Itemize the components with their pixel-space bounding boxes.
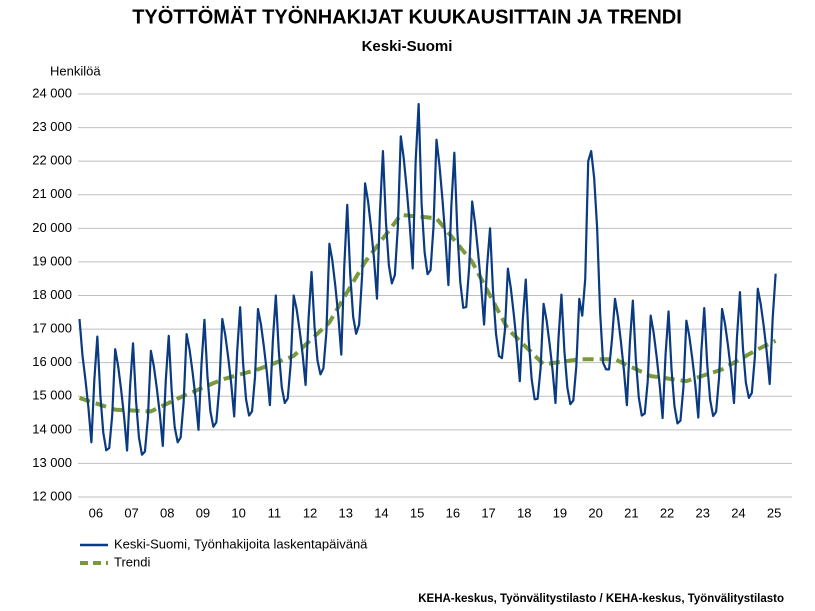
y-tick-label: 18 000 (32, 287, 72, 302)
x-tick-label: 16 (446, 505, 460, 520)
x-tick-label: 20 (588, 505, 602, 520)
x-tick-label: 10 (231, 505, 245, 520)
y-tick-label: 20 000 (32, 220, 72, 235)
data-line (78, 102, 777, 456)
x-tick-label: 11 (268, 505, 282, 520)
x-tick-label: 12 (303, 505, 317, 520)
x-tick-label: 21 (624, 505, 638, 520)
x-tick-label: 09 (196, 505, 210, 520)
chart-subtitle: Keski-Suomi (362, 38, 453, 55)
y-axis-label: Henkilöä (50, 63, 101, 78)
x-tick-label: 07 (124, 505, 138, 520)
y-tick-label: 23 000 (32, 119, 72, 134)
y-tick-label: 14 000 (32, 421, 72, 436)
x-tick-label: 18 (517, 505, 531, 520)
x-tick-label: 08 (160, 505, 174, 520)
x-tick-label: 14 (374, 505, 388, 520)
legend-label: Keski-Suomi, Työnhakijoita laskentapäivä… (114, 536, 368, 551)
y-tick-label: 22 000 (32, 153, 72, 168)
x-tick-label: 17 (481, 505, 495, 520)
x-tick-label: 13 (339, 505, 353, 520)
source: KEHA-keskus, Työnvälitystilasto / KEHA-k… (418, 593, 784, 605)
y-tick-label: 13 000 (32, 455, 72, 470)
x-tick-label: 15 (410, 505, 424, 520)
y-tick-label: 15 000 (32, 388, 72, 403)
x-tick-label: 25 (767, 505, 781, 520)
y-tick-label: 17 000 (32, 321, 72, 336)
y-tick-label: 19 000 (32, 253, 72, 268)
chart-title: TYÖTTÖMÄT TYÖNHAKIJAT KUUKAUSITTAIN JA T… (132, 5, 682, 28)
x-tick-label: 24 (731, 505, 745, 520)
y-tick-label: 12 000 (32, 488, 72, 503)
legend-label: Trendi (114, 554, 150, 569)
x-tick-label: 19 (553, 505, 567, 520)
y-tick-label: 24 000 (32, 85, 72, 100)
x-tick-label: 22 (660, 505, 674, 520)
x-tick-label: 23 (696, 505, 710, 520)
x-tick-label: 06 (89, 505, 103, 520)
y-tick-label: 16 000 (32, 354, 72, 369)
y-tick-label: 21 000 (32, 186, 72, 201)
